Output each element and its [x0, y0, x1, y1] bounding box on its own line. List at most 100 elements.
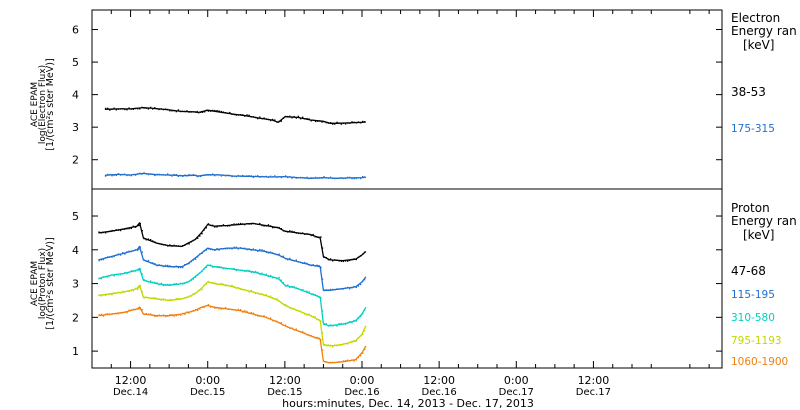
- series-point: [336, 361, 338, 363]
- series-point: [336, 259, 338, 261]
- series-point: [100, 295, 102, 297]
- series-point: [314, 337, 316, 339]
- series-point: [233, 246, 235, 249]
- series-point: [274, 175, 276, 177]
- series-point: [130, 108, 132, 110]
- series-point: [184, 297, 186, 299]
- series-point: [126, 251, 128, 253]
- series-point: [323, 256, 325, 258]
- series-point: [302, 331, 304, 333]
- series-point: [177, 266, 180, 269]
- series-point: [340, 322, 342, 325]
- series-point: [359, 122, 362, 124]
- series-point: [329, 288, 332, 291]
- series-point: [325, 323, 327, 325]
- series-point: [248, 175, 250, 177]
- series-point: [280, 279, 282, 281]
- series-point: [171, 284, 173, 286]
- legend-entry: 310-580: [731, 312, 775, 324]
- series-point: [362, 280, 364, 283]
- series-point: [109, 230, 111, 233]
- series-point: [278, 120, 280, 123]
- series-point: [349, 176, 351, 179]
- series-point: [197, 309, 199, 311]
- series-point: [115, 109, 117, 111]
- series-point: [357, 121, 360, 123]
- series-point: [310, 120, 312, 122]
- series-point: [297, 115, 300, 118]
- series-point: [194, 258, 197, 260]
- legend-title: Proton: [731, 201, 770, 215]
- series-point: [113, 230, 115, 232]
- series-point: [216, 174, 218, 176]
- series-line: [98, 264, 367, 327]
- series-point: [124, 228, 126, 230]
- series-point: [257, 271, 259, 274]
- series-point: [184, 313, 186, 315]
- series-point: [109, 313, 111, 316]
- series-point: [289, 307, 291, 309]
- series-point: [304, 177, 306, 179]
- series-point: [212, 306, 214, 308]
- series-point: [299, 310, 302, 313]
- series-point: [291, 230, 293, 233]
- series-point: [252, 271, 255, 274]
- series-point: [233, 175, 235, 177]
- series-point: [284, 324, 287, 326]
- series-point: [224, 307, 227, 309]
- y-axis-label: ACE EPAM: [30, 82, 40, 127]
- series-point: [261, 224, 263, 227]
- series-point: [164, 264, 167, 267]
- series-point: [201, 270, 203, 272]
- series-point: [113, 313, 115, 315]
- series-point: [141, 273, 143, 275]
- series-point: [145, 260, 147, 262]
- series-point: [177, 314, 180, 316]
- series-point: [109, 256, 111, 258]
- series-point: [334, 288, 336, 291]
- x-tick-time: 12:00: [578, 374, 610, 387]
- series-point: [164, 244, 167, 246]
- series-point: [104, 175, 107, 177]
- series-point: [349, 288, 351, 290]
- series-point: [145, 107, 147, 109]
- legend-title: Energy ran: [731, 24, 797, 38]
- series-point: [235, 114, 237, 116]
- series-point: [325, 257, 327, 259]
- series-point: [338, 122, 340, 124]
- series-point: [201, 252, 203, 254]
- series-point: [276, 176, 278, 178]
- legend-entry: 175-315: [731, 123, 775, 135]
- series-point: [145, 280, 147, 282]
- series-point: [336, 325, 338, 327]
- legend-entry: 115-195: [731, 289, 775, 301]
- y-tick-label: 3: [72, 278, 79, 291]
- series-point: [203, 111, 206, 113]
- series-point: [274, 253, 276, 255]
- series-point: [282, 176, 285, 178]
- series-point: [229, 268, 231, 270]
- series-point: [188, 174, 190, 176]
- series-point: [128, 107, 130, 109]
- series-point: [239, 175, 242, 177]
- series-point: [152, 173, 154, 175]
- series-point: [246, 269, 248, 272]
- series-point: [141, 308, 143, 311]
- series-point: [139, 285, 141, 287]
- series-point: [212, 224, 214, 227]
- series-point: [357, 317, 360, 320]
- series-point: [167, 173, 169, 175]
- series-point: [147, 281, 150, 283]
- series-point: [175, 110, 177, 113]
- series-point: [173, 173, 175, 176]
- series-point: [199, 272, 201, 274]
- series-point: [179, 174, 182, 177]
- series-point: [134, 270, 137, 272]
- series-point: [132, 173, 135, 176]
- series-point: [338, 288, 340, 290]
- series-point: [363, 279, 366, 281]
- series-point: [117, 313, 120, 315]
- series-point: [229, 247, 231, 250]
- series-point: [143, 237, 145, 240]
- series-point: [267, 118, 270, 121]
